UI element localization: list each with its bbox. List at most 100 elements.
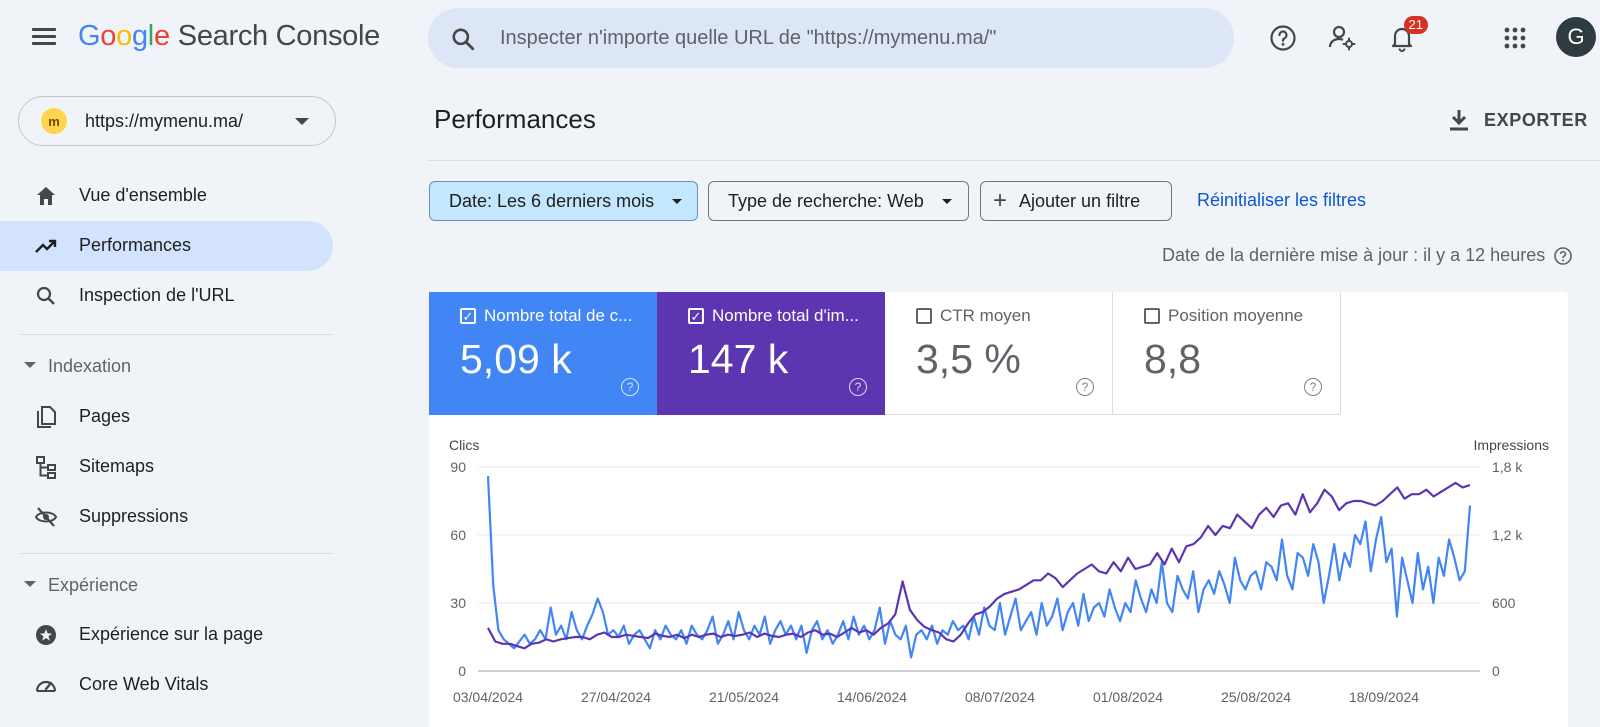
series-line-impressions [487,481,1471,650]
x-tick-label: 25/08/2024 [1221,689,1291,705]
sidebar-divider [20,334,333,335]
x-tick-label: 03/04/2024 [453,689,523,705]
sidebar-item-core-web-vitals[interactable]: Core Web Vitals [0,660,333,710]
logo-letter: G [78,20,101,52]
checkbox-unchecked-icon[interactable] [916,308,932,324]
checkbox-checked-icon[interactable]: ✓ [688,308,704,324]
sidebar-item-label: Performances [79,235,192,255]
url-inspection-search[interactable] [428,8,1234,68]
sidebar-item-label: Suppressions [79,506,189,526]
chart-gridlines [478,466,1480,672]
sidebar-item-overview[interactable]: Vue d'ensemble [0,171,333,221]
sidebar-item-label: Expérience sur la page [79,624,264,644]
metric-average-ctr[interactable]: CTR moyen 3,5 % ? [885,292,1113,415]
sidebar-item-removals[interactable]: Suppressions [0,492,333,542]
sidebar-item-label: Sitemaps [79,456,155,476]
manage-accounts-icon [1328,25,1356,51]
metric-total-impressions[interactable]: ✓ Nombre total d'im... 147 k ? [657,292,885,415]
logo-letter: g [131,20,148,52]
help-icon[interactable]: ? [1076,378,1094,396]
logo-letter: o [116,20,132,52]
search-icon [452,28,475,51]
section-experience-toggle[interactable]: Expérience [24,575,138,596]
chart-series [486,476,1472,659]
property-selector[interactable]: m https://mymenu.ma/ [18,96,336,146]
property-url: https://mymenu.ma/ [85,111,244,131]
metric-label: CTR moyen [940,306,1031,325]
sidebar-item-label: Core Web Vitals [79,674,209,694]
metric-value: 3,5 % [916,336,1021,382]
logo-letter: e [153,20,170,52]
x-tick-label: 27/04/2024 [581,689,651,705]
metric-value: 8,8 [1144,336,1201,382]
apps-button[interactable] [1497,20,1533,56]
x-tick-label: 18/09/2024 [1349,689,1419,705]
metric-label: Nombre total d'im... [712,306,859,325]
x-tick-label: 21/05/2024 [709,689,779,705]
menu-icon-bar [32,42,56,45]
product-name: Search Console [177,20,380,52]
section-title: Expérience [48,575,139,595]
account-avatar[interactable]: G [1556,17,1596,57]
home-icon [37,187,55,205]
y-right-axis-title: Impressions [1474,437,1549,453]
add-filter-button[interactable]: + Ajouter un filtre [980,181,1172,221]
export-button[interactable]: EXPORTER [1448,104,1588,136]
section-title: Indexation [48,356,132,376]
help-icon[interactable] [1553,246,1573,266]
download-icon [1450,110,1468,131]
user-settings-button[interactable] [1324,20,1360,56]
section-indexing-toggle[interactable]: Indexation [24,356,131,377]
y-left-tick-label: 0 [458,663,466,679]
sidebar-item-label: Vue d'ensemble [79,185,207,205]
last-updated: Date de la dernière mise à jour : il y a… [1162,245,1573,266]
sidebar-item-sitemaps[interactable]: Sitemaps [0,442,333,492]
checkbox-unchecked-icon[interactable] [1144,308,1160,324]
main-menu-button[interactable] [26,24,62,54]
last-updated-text: Date de la dernière mise à jour : il y a… [1162,245,1546,265]
page-title: Performances [434,104,596,134]
sitemap-icon [36,456,56,479]
help-icon[interactable]: ? [621,378,639,396]
export-label: EXPORTER [1484,109,1588,130]
chip-label: Date: Les 6 derniers mois [449,190,655,211]
y-left-axis-title: Clics [449,437,479,453]
pages-icon [37,406,56,428]
metric-average-position[interactable]: Position moyenne 8,8 ? [1113,292,1341,415]
dropdown-arrow-icon [672,198,683,204]
sidebar-item-pages[interactable]: Pages [0,392,333,442]
help-icon[interactable]: ? [1304,378,1322,396]
property-favicon: m [41,108,67,134]
metric-total-clicks[interactable]: ✓ Nombre total de c... 5,09 k ? [429,292,657,415]
dropdown-arrow-icon [941,198,952,204]
chip-label: Ajouter un filtre [1019,190,1141,211]
search-icon [36,286,55,305]
checkbox-checked-icon[interactable]: ✓ [460,308,476,324]
metric-value: 147 k [688,336,789,382]
x-tick-label: 08/07/2024 [965,689,1035,705]
search-type-filter-chip[interactable]: Type de recherche: Web [708,181,969,221]
eye-off-icon [34,507,58,527]
search-console-logo[interactable]: Google Search Console [78,20,380,53]
metric-label: Nombre total de c... [484,306,633,325]
notifications-button[interactable]: 21 [1384,16,1428,56]
sidebar-item-url-inspection[interactable]: Inspection de l'URL [0,271,333,321]
collapse-arrow-icon [24,581,36,588]
reset-filters-link[interactable]: Réinitialiser les filtres [1197,190,1367,210]
search-input[interactable] [500,22,1200,54]
help-button[interactable] [1265,20,1301,56]
performance-chart: Clics Impressions 90 1,8 k 60 1,2 k 30 600 0 0 0… [449,437,1549,705]
header-divider [428,160,1600,161]
help-icon [1270,25,1296,51]
help-icon[interactable]: ? [849,378,867,396]
x-tick-label: 14/06/2024 [837,689,907,705]
chip-label: Type de recherche: Web [728,190,924,211]
star-badge-icon [36,625,56,645]
sidebar-item-page-experience[interactable]: Expérience sur la page [0,610,333,660]
date-filter-chip[interactable]: Date: Les 6 derniers mois [429,181,698,221]
sidebar-item-label: Pages [79,406,131,426]
y-left-tick-label: 60 [450,527,466,543]
series-line-clics [486,476,1472,659]
sidebar-item-performance[interactable]: Performances [0,221,333,271]
